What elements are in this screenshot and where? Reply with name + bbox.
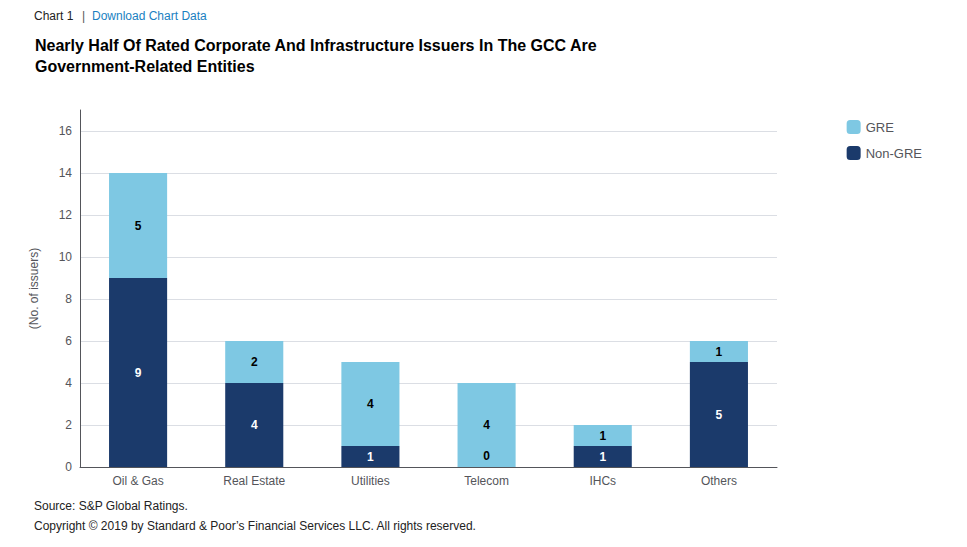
svg-text:16: 16 bbox=[59, 124, 73, 138]
svg-text:(No. of issuers): (No. of issuers) bbox=[27, 248, 41, 329]
svg-text:4: 4 bbox=[367, 397, 374, 411]
svg-text:Others: Others bbox=[701, 474, 737, 488]
svg-text:|: | bbox=[82, 9, 85, 23]
svg-text:6: 6 bbox=[65, 334, 72, 348]
svg-text:Utilities: Utilities bbox=[351, 474, 390, 488]
svg-text:14: 14 bbox=[59, 166, 73, 180]
svg-text:2: 2 bbox=[65, 418, 72, 432]
svg-text:8: 8 bbox=[65, 292, 72, 306]
svg-text:Source: S&P Global Ratings.: Source: S&P Global Ratings. bbox=[34, 499, 188, 513]
svg-text:0: 0 bbox=[65, 460, 72, 474]
svg-text:4: 4 bbox=[251, 418, 258, 432]
svg-text:4: 4 bbox=[65, 376, 72, 390]
svg-text:Non-GRE: Non-GRE bbox=[866, 146, 923, 161]
svg-text:2: 2 bbox=[251, 355, 258, 369]
svg-text:Download Chart Data: Download Chart Data bbox=[92, 9, 207, 23]
svg-text:Telecom: Telecom bbox=[464, 474, 509, 488]
svg-text:Nearly Half Of Rated Corporate: Nearly Half Of Rated Corporate And Infra… bbox=[35, 37, 597, 54]
svg-text:IHCs: IHCs bbox=[589, 474, 616, 488]
svg-text:GRE: GRE bbox=[866, 120, 895, 135]
svg-text:12: 12 bbox=[59, 208, 73, 222]
svg-text:9: 9 bbox=[135, 366, 142, 380]
svg-text:Government-Related Entities: Government-Related Entities bbox=[35, 58, 255, 75]
svg-text:1: 1 bbox=[367, 450, 374, 464]
svg-text:1: 1 bbox=[599, 429, 606, 443]
svg-text:Copyright © 2019 by Standard &: Copyright © 2019 by Standard & Poor’s Fi… bbox=[34, 519, 476, 533]
svg-text:Oil & Gas: Oil & Gas bbox=[112, 474, 163, 488]
svg-text:5: 5 bbox=[716, 408, 723, 422]
svg-text:Chart 1: Chart 1 bbox=[34, 9, 74, 23]
svg-text:0: 0 bbox=[483, 449, 490, 463]
svg-text:5: 5 bbox=[135, 219, 142, 233]
svg-text:10: 10 bbox=[59, 250, 73, 264]
svg-text:4: 4 bbox=[483, 418, 490, 432]
svg-text:1: 1 bbox=[716, 345, 723, 359]
svg-text:1: 1 bbox=[599, 450, 606, 464]
svg-text:Real Estate: Real Estate bbox=[223, 474, 285, 488]
